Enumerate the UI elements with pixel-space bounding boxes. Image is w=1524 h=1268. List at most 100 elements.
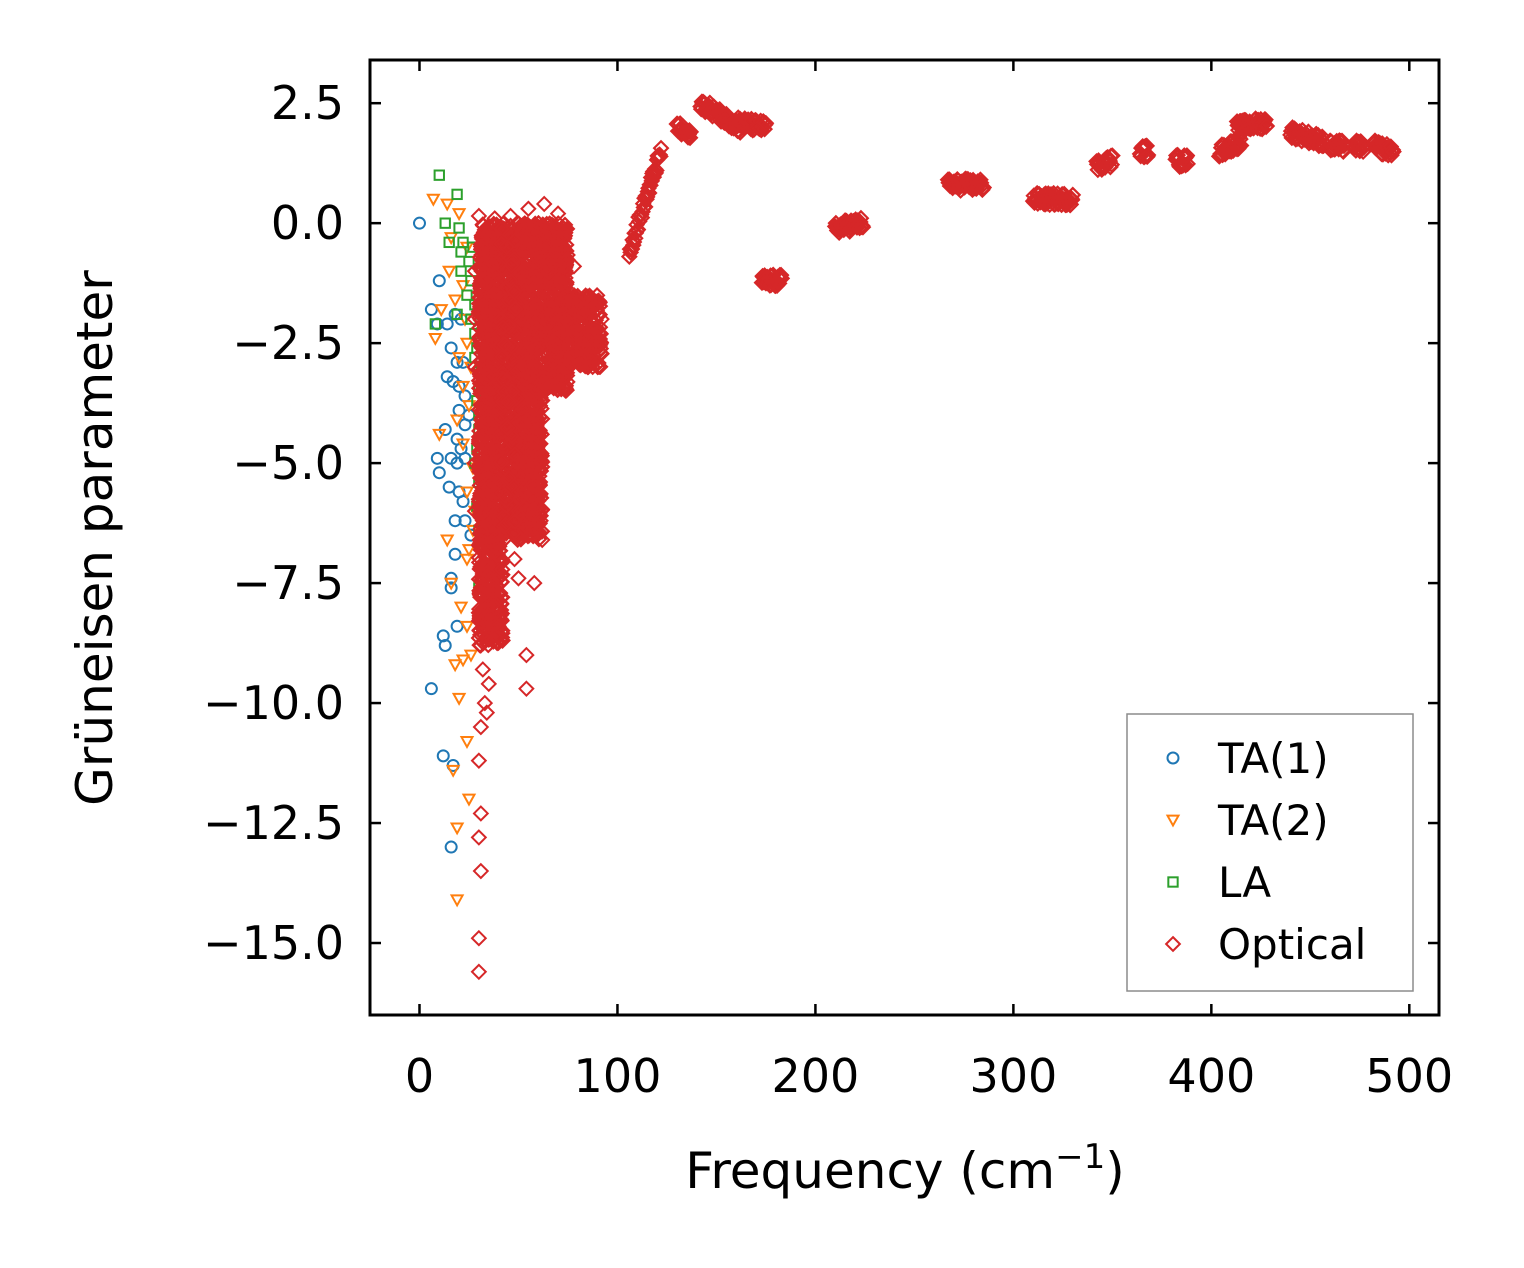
ta-2-point [441, 265, 457, 279]
optical-point [502, 207, 519, 225]
optical-point [466, 454, 484, 472]
optical-point [514, 316, 532, 334]
optical-point [487, 437, 505, 455]
optical-point [525, 464, 543, 482]
optical-point [506, 513, 524, 531]
optical-point [540, 360, 557, 378]
ta-2-point [426, 193, 441, 207]
optical-point [496, 486, 514, 504]
optical-point [500, 469, 518, 487]
data-marks [412, 93, 1402, 981]
optical-point [476, 616, 494, 634]
ta-1-point [444, 581, 458, 595]
optical-point [470, 360, 488, 378]
optical-point [466, 310, 484, 328]
optical-point [472, 636, 490, 654]
optical-point [553, 243, 571, 261]
y-tick-label: −2.5 [232, 316, 344, 370]
optical-point [473, 463, 491, 481]
ta-1-point [450, 619, 464, 633]
optical-point [523, 300, 541, 318]
optical-point [479, 516, 497, 534]
optical-point [520, 200, 537, 218]
optical-point [636, 198, 654, 216]
ta-1-point [444, 840, 458, 854]
optical-point [971, 171, 989, 189]
la-point [443, 236, 455, 249]
y-tick-label: −10.0 [203, 676, 344, 730]
la-point [461, 289, 473, 301]
optical-point [1313, 128, 1331, 146]
optical-point [466, 262, 484, 280]
optical-point [522, 388, 539, 406]
optical-point [555, 219, 572, 237]
optical-point [526, 246, 544, 264]
ta-1-point [452, 379, 466, 393]
ta-2-point [447, 659, 463, 673]
optical-point [471, 535, 488, 553]
optical-point [512, 264, 530, 282]
optical-point [488, 307, 506, 325]
x-tick-label: 200 [772, 1049, 860, 1103]
optical-point [541, 250, 559, 268]
ta-1-point [412, 216, 426, 230]
ta-2-point [455, 654, 471, 668]
ta-1-point [448, 547, 462, 561]
optical-point [1352, 133, 1370, 151]
optical-point [532, 307, 550, 325]
optical-point [493, 561, 511, 578]
series-optical [466, 93, 1402, 981]
optical-point [478, 704, 496, 721]
optical-point [479, 636, 497, 654]
optical-point [593, 310, 610, 328]
optical-point [517, 340, 535, 358]
legend-label: TA(1) [1217, 734, 1329, 783]
optical-point [566, 342, 584, 359]
optical-point [514, 414, 532, 432]
optical-point [593, 345, 610, 363]
optical-point [514, 454, 532, 471]
optical-point [524, 527, 542, 545]
optical-point [500, 317, 518, 335]
optical-point [492, 551, 510, 569]
optical-point [527, 425, 545, 443]
legend-marker-square [1167, 876, 1179, 888]
ta-1-point [448, 514, 462, 528]
optical-point [557, 379, 574, 397]
optical-point [581, 339, 599, 357]
ta-1-point [450, 355, 464, 369]
optical-point [503, 344, 520, 362]
axis-ticks: 0 100 200 300 400 500 2.5 0.0 −2.5 −5.0 −7.5 −10.0 −… [203, 60, 1453, 1103]
optical-point [470, 929, 488, 947]
optical-point [525, 458, 542, 476]
x-tick-label: 300 [969, 1049, 1057, 1103]
optical-point [478, 406, 495, 423]
optical-point [975, 179, 993, 196]
x-tick-label: 0 [405, 1049, 434, 1103]
legend-marker-diamond [1164, 935, 1182, 953]
optical-point [472, 558, 489, 576]
ta-2-point [451, 692, 467, 706]
optical-point [526, 454, 544, 472]
ta-2-point [440, 534, 455, 548]
optical-point [585, 320, 602, 338]
optical-point [629, 221, 647, 238]
optical-point [546, 254, 564, 272]
optical-point [512, 512, 530, 530]
optical-point [492, 601, 510, 619]
x-tick-label: 500 [1365, 1049, 1453, 1103]
optical-point [1138, 137, 1156, 155]
optical-point [565, 258, 583, 275]
optical-point [545, 336, 563, 354]
optical-point [526, 574, 543, 592]
optical-point [486, 623, 504, 641]
la-point [451, 308, 463, 321]
optical-point [486, 581, 503, 599]
optical-point [491, 289, 509, 307]
optical-point [502, 256, 520, 274]
optical-point [533, 531, 551, 549]
optical-point [651, 147, 669, 165]
y-axis-label: Grüneisen parameter [66, 270, 124, 806]
optical-point [682, 123, 700, 141]
optical-point [471, 443, 489, 460]
